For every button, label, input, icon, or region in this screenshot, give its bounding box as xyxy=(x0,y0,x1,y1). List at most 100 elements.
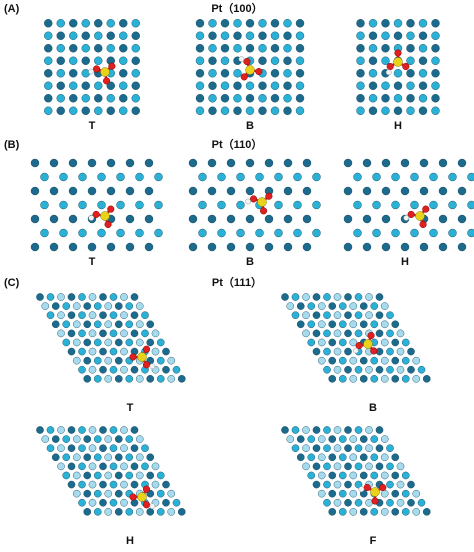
atom xyxy=(226,214,236,224)
panel-label: (A) xyxy=(4,3,20,15)
atom xyxy=(328,356,337,365)
atom xyxy=(406,56,415,65)
atom xyxy=(293,228,302,238)
atom xyxy=(135,338,144,347)
atom xyxy=(208,31,217,40)
atom xyxy=(62,320,71,329)
atom xyxy=(120,480,128,489)
atom xyxy=(431,106,440,115)
atom xyxy=(418,94,428,103)
atom xyxy=(220,19,230,28)
atom xyxy=(412,375,421,383)
atom xyxy=(125,375,134,383)
atom xyxy=(370,302,379,310)
atom xyxy=(356,44,365,53)
atom xyxy=(99,480,107,489)
atom xyxy=(156,508,165,516)
atom xyxy=(72,435,81,443)
atom xyxy=(56,19,65,28)
atom xyxy=(393,81,403,90)
atom xyxy=(359,435,368,443)
atom xyxy=(245,81,255,90)
atom xyxy=(135,302,144,310)
atom xyxy=(162,498,170,507)
atom xyxy=(120,498,128,507)
atom xyxy=(131,69,140,78)
atom xyxy=(30,214,40,224)
atom xyxy=(78,426,86,434)
atom xyxy=(81,44,90,53)
atom xyxy=(72,471,81,480)
atom xyxy=(354,293,363,301)
atom xyxy=(391,228,400,238)
atom xyxy=(57,462,65,471)
atom xyxy=(99,347,107,356)
oxygen xyxy=(260,207,268,215)
atom xyxy=(401,489,410,498)
atom xyxy=(333,480,342,489)
atom xyxy=(393,69,403,78)
atom xyxy=(457,186,467,196)
atom xyxy=(78,444,86,452)
atom xyxy=(125,242,135,252)
atom xyxy=(381,158,391,168)
atom xyxy=(317,489,326,498)
atom xyxy=(312,228,321,238)
atom xyxy=(30,158,40,168)
atom xyxy=(380,356,389,365)
atom xyxy=(93,375,102,383)
atom xyxy=(78,347,86,356)
sulfur xyxy=(100,67,110,77)
oxygen xyxy=(419,220,427,229)
oxygen xyxy=(142,361,151,369)
atom xyxy=(245,19,255,28)
atom xyxy=(429,200,438,210)
site-label: H xyxy=(394,120,402,132)
atom xyxy=(67,311,76,319)
atom xyxy=(338,435,347,443)
atom xyxy=(429,228,438,238)
atom xyxy=(119,19,128,28)
atom xyxy=(258,44,267,53)
oxygen xyxy=(240,73,248,81)
atom xyxy=(68,158,78,168)
atom xyxy=(302,329,310,338)
atom xyxy=(438,158,448,168)
atom xyxy=(109,462,118,471)
atom xyxy=(338,320,347,329)
atom xyxy=(368,31,378,40)
atom xyxy=(333,426,342,434)
atom xyxy=(195,69,205,78)
atom xyxy=(233,19,242,28)
atom xyxy=(295,69,305,78)
atom xyxy=(46,311,55,319)
atom xyxy=(393,19,403,28)
atom xyxy=(99,426,107,434)
oxygen xyxy=(142,501,151,509)
atom xyxy=(78,365,86,374)
atom xyxy=(125,186,135,196)
atom xyxy=(359,320,368,329)
atom xyxy=(372,200,381,210)
atom xyxy=(120,365,128,374)
atom xyxy=(343,214,353,224)
oxygen xyxy=(108,62,116,70)
atom xyxy=(349,320,358,329)
atom xyxy=(68,186,78,196)
oxygen xyxy=(129,493,137,501)
atom xyxy=(144,158,154,168)
atom xyxy=(396,329,405,338)
atom xyxy=(114,302,123,310)
atom xyxy=(78,480,86,489)
atom xyxy=(380,471,389,480)
atom xyxy=(195,106,205,115)
oxygen xyxy=(142,485,151,493)
atom xyxy=(83,338,92,347)
atom xyxy=(359,302,368,310)
atom xyxy=(57,311,65,319)
atom xyxy=(104,453,113,462)
atom xyxy=(106,44,115,53)
atom xyxy=(135,200,144,210)
atom xyxy=(97,200,106,210)
atom xyxy=(208,81,217,90)
